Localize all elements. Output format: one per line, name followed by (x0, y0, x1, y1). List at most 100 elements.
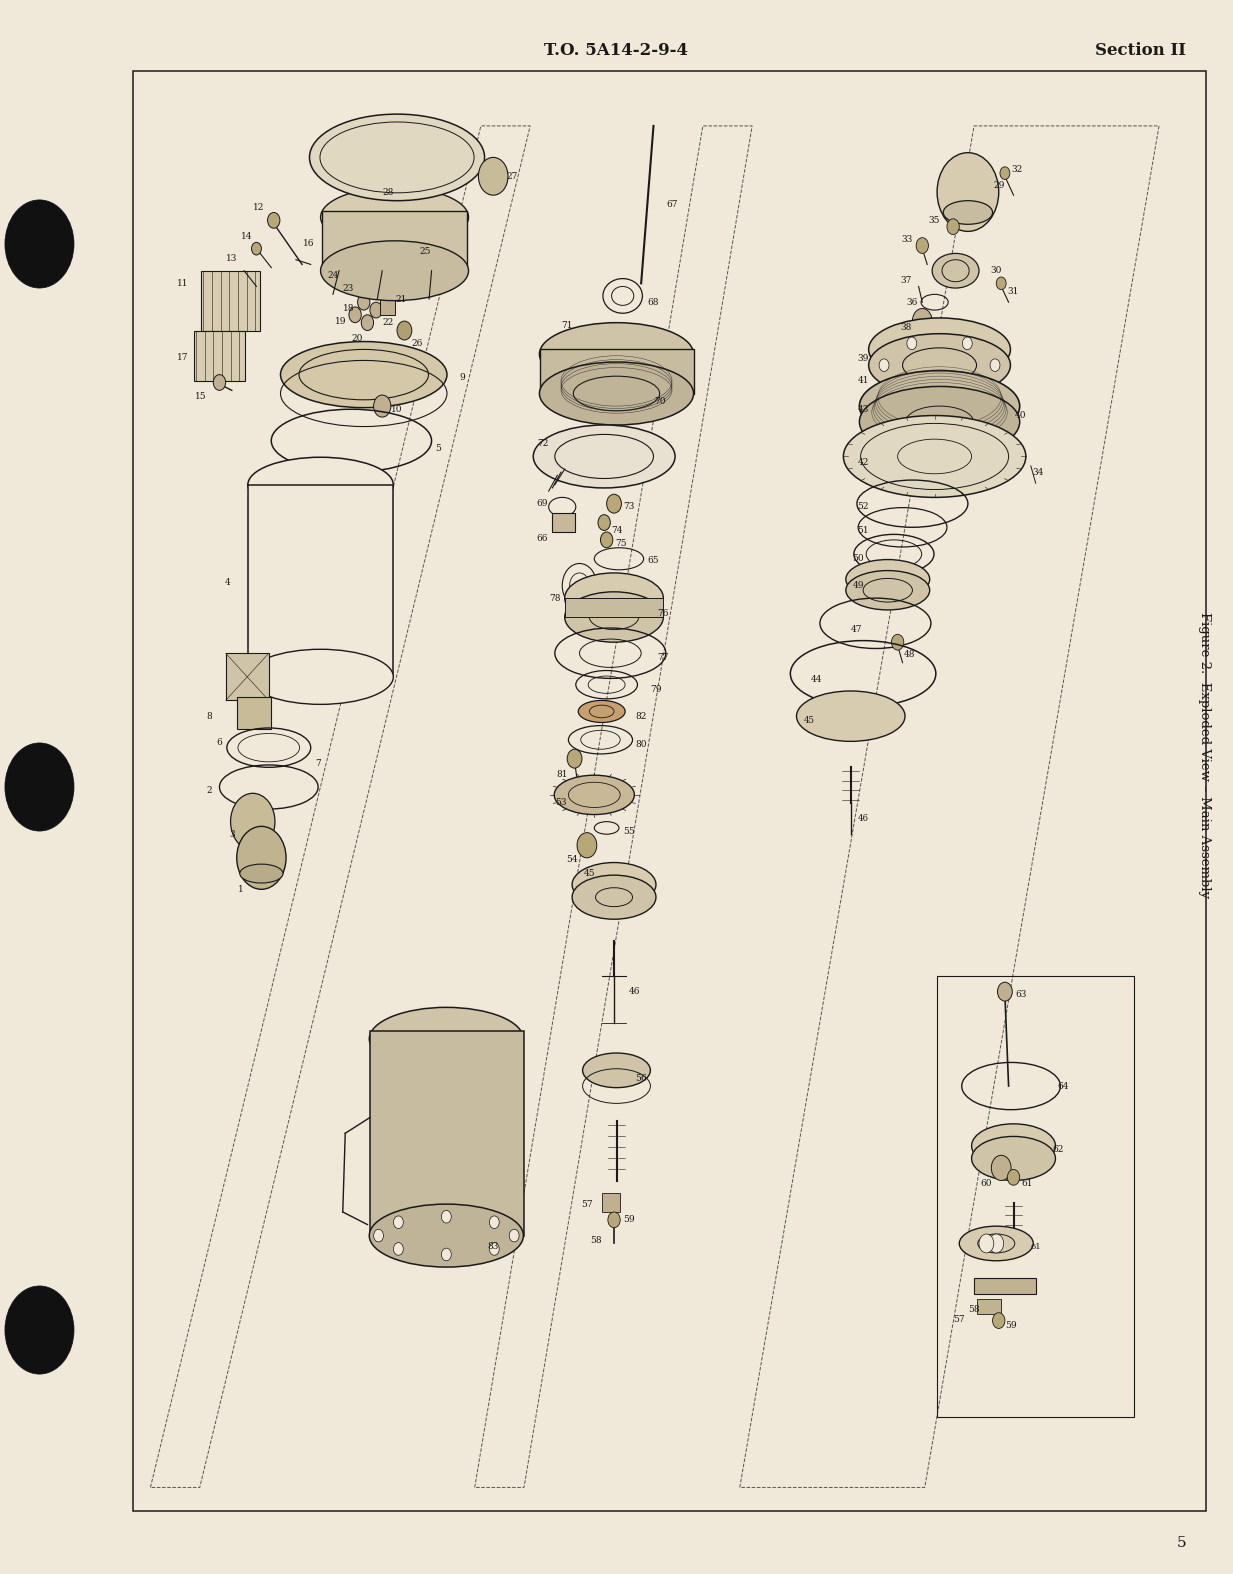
Circle shape (397, 321, 412, 340)
Text: 26: 26 (411, 338, 423, 348)
Text: 74: 74 (610, 526, 623, 535)
Ellipse shape (943, 201, 993, 225)
Text: 2: 2 (207, 785, 212, 795)
Circle shape (324, 246, 342, 268)
Circle shape (490, 1242, 499, 1254)
Text: 78: 78 (549, 593, 561, 603)
Circle shape (356, 285, 366, 297)
Text: 48: 48 (904, 650, 916, 660)
Text: 66: 66 (536, 534, 549, 543)
Circle shape (441, 1210, 451, 1223)
Text: 39: 39 (857, 354, 869, 364)
Text: 61: 61 (1021, 1179, 1033, 1188)
Text: 75: 75 (615, 538, 628, 548)
Circle shape (349, 307, 361, 323)
Text: 80: 80 (635, 740, 647, 749)
Circle shape (993, 1313, 1005, 1328)
Ellipse shape (370, 1007, 523, 1070)
Ellipse shape (578, 700, 625, 722)
Circle shape (6, 201, 73, 286)
Text: 77: 77 (657, 653, 670, 663)
Circle shape (990, 359, 1000, 371)
Text: 32: 32 (1011, 165, 1023, 175)
Circle shape (577, 833, 597, 858)
Circle shape (509, 1229, 519, 1242)
Text: T.O. 5A14-2-9-4: T.O. 5A14-2-9-4 (545, 42, 688, 58)
Bar (194, 331, 245, 381)
Text: 30: 30 (990, 266, 1002, 275)
Text: 83: 83 (487, 1242, 499, 1251)
Bar (201, 271, 260, 331)
Text: 65: 65 (647, 556, 660, 565)
Ellipse shape (554, 776, 634, 815)
Text: 36: 36 (906, 297, 919, 307)
Circle shape (374, 1229, 383, 1242)
Ellipse shape (972, 1124, 1055, 1168)
Text: 19: 19 (334, 316, 346, 326)
Text: 63: 63 (1015, 990, 1027, 999)
Text: 42: 42 (857, 458, 869, 467)
Text: 50: 50 (852, 554, 864, 563)
Circle shape (879, 359, 889, 371)
Text: 58: 58 (968, 1305, 980, 1314)
Text: 13: 13 (226, 253, 238, 263)
Text: 21: 21 (395, 294, 407, 304)
Bar (237, 697, 271, 729)
Text: 18: 18 (343, 304, 355, 313)
Circle shape (989, 1234, 1004, 1253)
Text: 29: 29 (993, 181, 1005, 190)
Text: 9: 9 (460, 373, 465, 382)
Text: 7: 7 (316, 759, 321, 768)
Text: 59: 59 (623, 1215, 635, 1225)
Circle shape (1000, 167, 1010, 179)
Circle shape (490, 1217, 499, 1229)
Ellipse shape (972, 1136, 1055, 1180)
Text: 68: 68 (647, 297, 660, 307)
Ellipse shape (572, 863, 656, 907)
Text: 62: 62 (1052, 1144, 1064, 1154)
Circle shape (213, 375, 226, 390)
Text: 5: 5 (1176, 1536, 1186, 1549)
Text: 34: 34 (1032, 467, 1044, 477)
Ellipse shape (582, 1053, 651, 1088)
Text: 5: 5 (435, 444, 440, 453)
Text: 38: 38 (900, 323, 912, 332)
Text: 40: 40 (1015, 411, 1027, 420)
Text: 46: 46 (858, 814, 868, 823)
Ellipse shape (932, 253, 979, 288)
Circle shape (996, 277, 1006, 290)
Circle shape (370, 302, 382, 318)
Ellipse shape (843, 416, 1026, 497)
Circle shape (5, 743, 74, 831)
Ellipse shape (248, 650, 393, 705)
Ellipse shape (959, 1226, 1033, 1261)
Text: 10: 10 (391, 405, 403, 414)
Ellipse shape (280, 342, 448, 408)
Text: 24: 24 (327, 271, 339, 280)
Bar (602, 1193, 620, 1212)
Circle shape (997, 982, 1012, 1001)
Text: 20: 20 (351, 334, 364, 343)
Text: 31: 31 (1007, 286, 1020, 296)
Text: 41: 41 (857, 376, 869, 386)
Text: 55: 55 (623, 826, 635, 836)
Text: 51: 51 (857, 526, 869, 535)
Circle shape (962, 337, 972, 349)
Ellipse shape (797, 691, 905, 741)
Circle shape (393, 1242, 403, 1254)
Ellipse shape (565, 573, 663, 623)
Text: 12: 12 (253, 203, 265, 212)
Text: 45: 45 (583, 869, 596, 878)
Text: 15: 15 (195, 392, 207, 401)
Circle shape (907, 337, 917, 349)
Text: 11: 11 (176, 279, 189, 288)
Text: 23: 23 (342, 283, 354, 293)
Text: 4: 4 (226, 578, 231, 587)
Circle shape (573, 331, 586, 346)
Text: 64: 64 (1057, 1081, 1069, 1091)
Text: 79: 79 (650, 685, 662, 694)
Circle shape (912, 309, 932, 334)
Circle shape (358, 294, 370, 310)
Circle shape (374, 395, 391, 417)
Text: 53: 53 (555, 798, 567, 807)
